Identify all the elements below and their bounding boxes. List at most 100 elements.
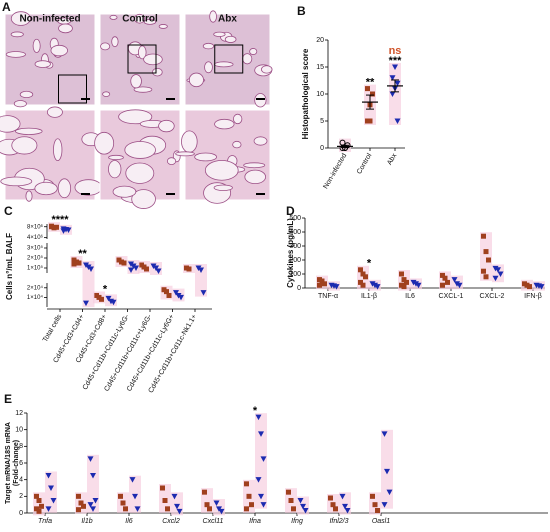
significance-label: ** [366,77,375,89]
tissue-texture [53,138,63,162]
data-point [381,431,388,437]
tissue-texture [10,31,24,38]
data-point [260,456,267,462]
x-tick-label: Il1b [81,518,92,525]
y-axis-label: Histopathological score [301,48,310,139]
data-point [328,495,333,501]
tissue-texture [253,136,268,146]
data-point [178,294,184,301]
y-tick-label: 300 [289,243,301,250]
x-tick-label: Oasl1 [372,518,390,525]
tissue-texture [244,169,267,185]
x-tick-label: Non-infected [322,152,348,190]
x-tick-label: CXCL-1 [439,293,464,300]
y-tick-label: 200 [289,257,301,264]
y-tick-label: 1×10⁵ [27,265,44,272]
data-point [45,506,52,512]
data-point [381,502,388,508]
tissue-texture [46,106,63,118]
significance-label: * [253,405,258,417]
data-point [333,284,340,290]
data-point [392,64,398,70]
data-point [363,274,368,280]
data-point [78,500,84,506]
tissue-texture [152,67,163,77]
tissue-texture [100,42,111,51]
data-point [486,257,491,263]
tissue-texture [261,65,273,74]
tissue-texture [194,152,218,162]
data-point [128,267,134,273]
histology-image [184,13,271,106]
data-point [173,290,179,296]
tissue-texture [25,190,33,202]
data-point [246,493,252,499]
data-point [249,502,254,508]
tissue-texture [10,11,31,26]
data-point [258,493,264,500]
image-label: Abx [218,14,237,25]
data-point [83,300,89,307]
data-point [213,500,220,506]
data-point [155,268,162,274]
tissue-texture [34,60,51,68]
data-point [358,267,363,273]
data-point [258,431,264,437]
data-point [330,502,336,508]
tissue-texture [224,35,237,43]
y-tick-label: 4 [19,477,23,484]
data-point [121,260,127,266]
tissue-texture [158,24,168,29]
tissue-texture [181,130,198,153]
y-tick-label: 4×10⁶ [27,234,44,241]
data-point [538,284,545,290]
y-tick-label: 8×10⁶ [27,223,44,230]
tissue-texture [94,131,115,155]
data-point [527,284,532,290]
tissue-texture [11,136,38,155]
data-point [48,485,54,491]
data-point [39,503,44,509]
tissue-texture [214,61,234,68]
data-point [288,498,294,503]
data-point [442,275,448,281]
data-point [218,508,225,515]
x-tick-label: Il6 [125,518,133,525]
y-tick-label: 400 [289,229,301,236]
x-tick-label: IL6 [405,293,415,300]
data-point [198,267,204,273]
tissue-texture [249,48,258,55]
y-axis-label: Cells n°/mL BALF [5,233,14,300]
x-tick-label: TNF-α [318,293,338,300]
tissue-texture [209,10,217,23]
x-tick-label: Ifng [291,518,303,525]
tissue-texture [202,42,215,50]
data-point [410,279,417,286]
image-label: Control [122,14,158,25]
tissue-texture [111,36,119,48]
data-point [333,506,338,512]
data-point [497,271,504,277]
x-tick-label: Total cells [42,313,64,344]
data-point [456,282,463,289]
data-point [300,503,306,510]
data-point [374,284,381,290]
inset-box [58,74,87,104]
y-axis-label: Cytokines (pg/mL) [286,218,295,288]
data-point [260,502,267,508]
data-point [495,267,501,273]
tissue-texture [124,141,156,159]
data-point [49,223,54,229]
data-point [492,265,499,272]
data-point [174,503,180,510]
data-point [367,118,373,124]
data-point [65,227,72,233]
data-point [123,506,128,512]
tissue-texture [0,115,21,133]
data-point [372,502,378,508]
data-point [297,498,304,504]
group-highlight [480,232,492,281]
y-tick-label: 6 [19,460,23,467]
tissue-texture [158,119,175,133]
tissue-texture [58,23,73,34]
